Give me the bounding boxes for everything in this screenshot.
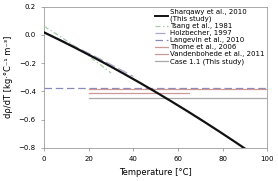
Legend: Sharqawy et al., 2010
(This study), Tsang et al., 1981, Holzbecher, 1997, Langev: Sharqawy et al., 2010 (This study), Tsan… (155, 8, 266, 66)
Y-axis label: dρ/dT [kg·°C⁻¹ m⁻³]: dρ/dT [kg·°C⁻¹ m⁻³] (4, 36, 13, 119)
X-axis label: Temperature [°C]: Temperature [°C] (119, 168, 192, 177)
